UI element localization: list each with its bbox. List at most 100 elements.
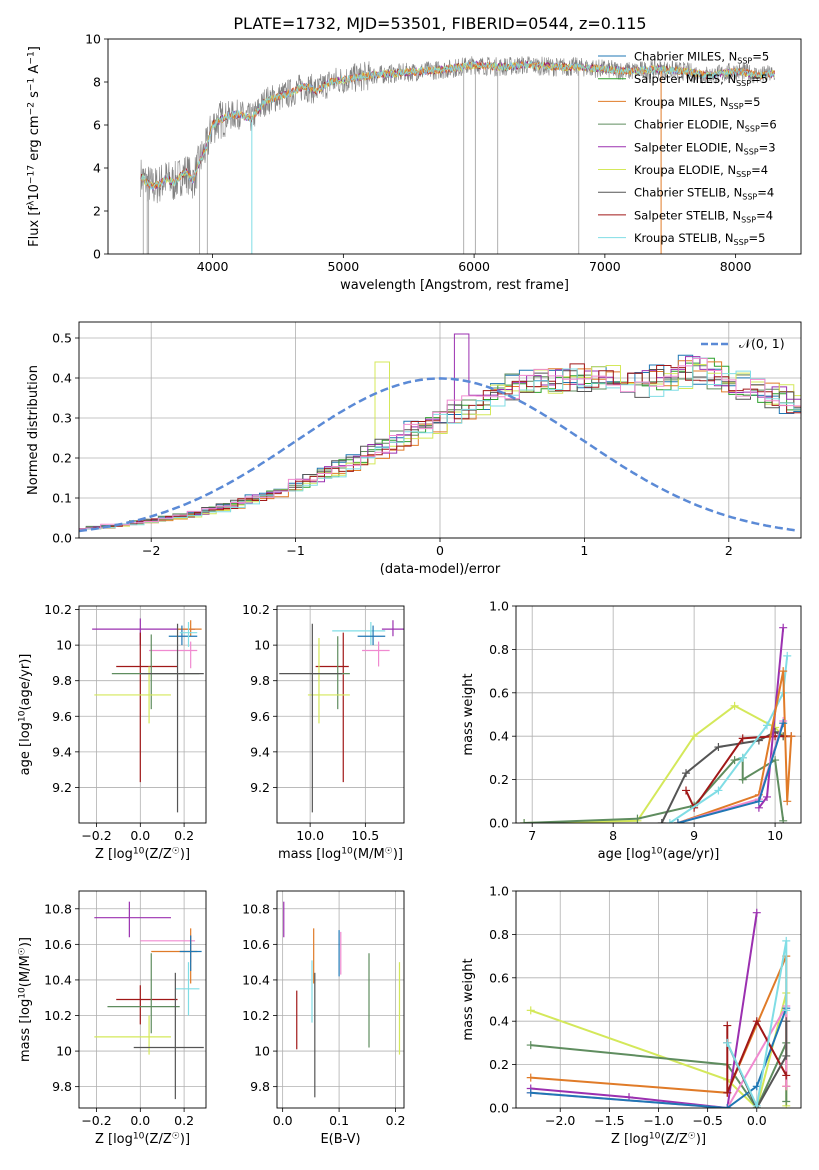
mass-weight-marker (782, 1097, 791, 1106)
legend-entry: Chabrier MILES, NSSP=5 (634, 50, 769, 66)
plot-area (526, 908, 791, 1108)
mass-weight-marker (752, 908, 761, 917)
y-tick-label: 1.0 (489, 599, 509, 614)
mass-weight-marker (752, 1017, 761, 1026)
y-tick-label: 0.1 (52, 491, 72, 506)
mass-weight-marker (526, 1041, 535, 1050)
y-axis-label: Flux [fλ10−17 erg cm−2 s−1 A−1] (26, 46, 42, 247)
x-tick-label: 10 (767, 828, 783, 843)
y-axis-label: age [log10(age/yr)] (17, 654, 33, 776)
plot-area (140, 55, 775, 254)
mass-weight-marker (526, 1088, 535, 1097)
y-tick-label: 10 (56, 1044, 72, 1059)
residual-histogram (86, 361, 801, 530)
y-tick-label: 9.6 (250, 709, 270, 724)
mass-weight-marker (730, 701, 739, 710)
mass-weight-marker (752, 1101, 761, 1108)
y-tick-label: 9.8 (52, 1079, 72, 1094)
residual-histogram (86, 360, 801, 530)
mass-vs-ebv-panel: 0.0 0.1 0.2 9.8 10 10.2 10.4 10.6 10.8 E(B-V) (242, 890, 406, 1147)
mass-weight-marker (657, 819, 666, 823)
x-tick-label: 5000 (327, 259, 359, 274)
mass-weight-marker (690, 732, 699, 741)
mass-weight-vs-metallicity-panel: −2.0 −1.5 −1.0 −0.5 0.0 0.0 0.2 0.4 0.6 0.8 1.0 Z [… (461, 884, 802, 1147)
mass-weight-marker (779, 623, 788, 632)
x-tick-label: 7000 (589, 259, 621, 274)
y-axis-label: Normed distribution (26, 365, 41, 495)
mass-weight-marker (782, 1071, 791, 1080)
y-tick-label: 0.2 (489, 1057, 509, 1072)
x-tick-label: 0 (436, 543, 444, 558)
y-tick-label: 0.0 (489, 816, 509, 831)
legend-entry: Salpeter ELODIE, NSSP=3 (634, 140, 776, 156)
mass-weight-marker (723, 1021, 732, 1030)
axes-frame (107, 38, 802, 255)
y-tick-label: 0.3 (52, 411, 72, 426)
plot-area (92, 618, 204, 813)
legend-entry: Kroupa ELODIE, NSSP=4 (634, 163, 768, 179)
x-axis-label: Z [log10(Z/Z☉)] (95, 846, 190, 862)
y-tick-label: 10 (254, 638, 270, 653)
x-tick-label: 6000 (458, 259, 490, 274)
x-tick-label: 8 (609, 828, 617, 843)
mass-weight-marker (779, 816, 788, 823)
mass-weight-marker (738, 753, 747, 762)
y-tick-label: 0.2 (52, 451, 72, 466)
x-tick-label: −1 (286, 543, 304, 558)
mass-weight-marker (723, 1088, 732, 1097)
y-axis-label: mass weight (461, 958, 476, 1040)
x-tick-label: 0.1 (329, 1113, 349, 1128)
x-tick-label: −2 (142, 543, 160, 558)
legend-entry: Kroupa STELIB, NSSP=5 (634, 231, 765, 247)
mass-weight-marker (682, 769, 691, 778)
mass-weight-marker (714, 743, 723, 752)
legend-entry: Chabrier STELIB, NSSP=4 (634, 186, 774, 202)
x-axis-label: Z [log10(Z/Z☉)] (611, 1131, 706, 1147)
y-tick-label: 9.8 (250, 1079, 270, 1094)
mass-weight-marker (723, 1038, 732, 1047)
x-tick-label: −0.2 (81, 828, 111, 843)
y-tick-label: 10.6 (242, 937, 270, 952)
y-tick-label: 0.8 (489, 642, 509, 657)
axes-frame (78, 890, 207, 1109)
x-tick-label: 0.0 (747, 1113, 767, 1128)
residual-histogram (79, 357, 801, 530)
legend-entry: Chabrier ELODIE, NSSP=6 (634, 118, 777, 134)
mass-weight-marker (787, 732, 796, 741)
y-tick-label: 2 (93, 204, 101, 219)
mass-weight-marker (782, 1082, 791, 1091)
residual-histogram (86, 357, 801, 530)
mass-weight-marker (526, 1073, 535, 1082)
mass-weight-marker (782, 1006, 791, 1015)
x-tick-label: 10.5 (351, 828, 379, 843)
residuals-panel: −2 −1 0 1 2 0.0 0.1 0.2 0.3 0.4 0.5 (data-model)/er… (26, 321, 802, 577)
spectrum-panel: 4000 5000 6000 7000 8000 0 2 4 6 8 10 wavelength [A… (26, 32, 802, 293)
legend-entry: Salpeter STELIB, NSSP=4 (634, 208, 773, 224)
plot-area (279, 620, 404, 813)
legend-entry: Kroupa MILES, NSSP=5 (634, 95, 760, 111)
axes-frame (78, 605, 207, 824)
mass-weight-marker (782, 1051, 791, 1060)
y-tick-label: 9.2 (52, 780, 72, 795)
plot-area (520, 623, 796, 823)
y-tick-label: 8 (93, 75, 101, 90)
mass-weight-line (726, 940, 788, 1108)
y-tick-label: 0.0 (52, 531, 72, 546)
y-tick-label: 9.2 (250, 780, 270, 795)
y-tick-label: 10 (254, 1044, 270, 1059)
mass-weight-marker (730, 756, 739, 765)
mass-weight-marker (723, 1104, 732, 1108)
x-axis-label: age [log10(age/yr)] (598, 846, 720, 862)
mass-weight-line (530, 912, 758, 1108)
y-tick-label: 10.8 (242, 901, 270, 916)
plot-area (283, 901, 401, 1098)
x-tick-label: 0.2 (174, 828, 194, 843)
x-axis-label: wavelength [Angstrom, rest frame] (340, 278, 569, 293)
mass-weight-marker (779, 719, 788, 728)
mass-weight-vs-age-panel: 7 8 9 10 0.0 0.2 0.4 0.6 0.8 1.0 age [log10(age/yr… (461, 599, 802, 862)
mass-weight-marker (682, 786, 691, 795)
y-tick-label: 10 (56, 638, 72, 653)
x-tick-label: 0.2 (386, 1113, 406, 1128)
y-tick-label: 10.2 (44, 602, 72, 617)
legend-entry: Salpeter MILES, NSSP=5 (634, 72, 768, 88)
